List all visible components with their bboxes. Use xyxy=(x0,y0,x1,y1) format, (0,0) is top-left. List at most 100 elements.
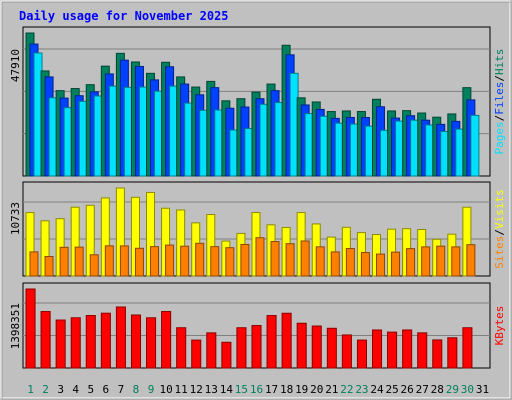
bar-kbytes-day-16 xyxy=(251,325,262,369)
legend-separator: / xyxy=(493,229,506,236)
bar-kbytes-day-23 xyxy=(356,339,367,369)
bar-sites-day-11 xyxy=(180,245,190,277)
bar-sites-day-24 xyxy=(375,253,385,277)
bar-kbytes-day-27 xyxy=(417,332,428,369)
x-axis-labels: 1 2 3 4 5 6 7 8 9 10 11 12 13 14 15 16 17 18 19 20 21 22 23 24 2… xyxy=(27,383,489,396)
legend-pages: Pages xyxy=(493,121,506,154)
x-tick-label-20: 20 xyxy=(310,383,323,396)
bar-sites-day-28 xyxy=(436,245,446,277)
bar-kbytes-day-30 xyxy=(462,327,473,369)
panel-max-label: 47910 xyxy=(9,49,22,82)
x-tick-label-2: 2 xyxy=(42,383,49,396)
x-tick-label-21: 21 xyxy=(325,383,338,396)
x-tick-label-8: 8 xyxy=(133,383,140,396)
panel-legend: KBytes xyxy=(493,306,506,346)
bar-sites-day-4 xyxy=(74,246,84,277)
x-tick-label-4: 4 xyxy=(72,383,79,396)
x-tick-label-16: 16 xyxy=(250,383,263,396)
legend-separator: / xyxy=(493,75,506,82)
x-tick-label-31: 31 xyxy=(476,383,489,396)
panel-kbytes: 1398351 KBytes xyxy=(9,282,506,369)
bar-sites-day-27 xyxy=(421,246,431,277)
bar-sites-day-6 xyxy=(104,245,114,277)
bar-kbytes-day-21 xyxy=(326,327,337,369)
bar-sites-day-26 xyxy=(406,248,416,277)
bar-sites-day-5 xyxy=(89,254,99,277)
x-tick-label-6: 6 xyxy=(103,383,110,396)
bar-kbytes-day-7 xyxy=(115,306,126,369)
bar-sites-day-19 xyxy=(300,240,310,277)
panel-legend: Sites/Visits xyxy=(493,189,506,269)
bar-kbytes-day-15 xyxy=(236,327,247,369)
bar-kbytes-day-14 xyxy=(221,341,232,369)
bar-pages-day-30 xyxy=(470,114,480,177)
x-tick-label-7: 7 xyxy=(118,383,125,396)
bar-kbytes-day-24 xyxy=(371,329,383,369)
bar-sites-day-2 xyxy=(44,255,54,277)
bar-kbytes-day-13 xyxy=(206,332,217,369)
x-tick-label-3: 3 xyxy=(57,383,64,396)
x-tick-label-10: 10 xyxy=(159,383,172,396)
bar-sites-day-18 xyxy=(285,243,295,277)
x-tick-label-1: 1 xyxy=(27,383,34,396)
bar-kbytes-day-19 xyxy=(296,322,307,369)
x-tick-label-19: 19 xyxy=(295,383,308,396)
legend-separator: / xyxy=(493,115,506,122)
bar-kbytes-day-18 xyxy=(281,312,292,369)
legend-hits: Hits xyxy=(493,49,506,76)
bar-kbytes-day-12 xyxy=(191,339,202,369)
panel-max-label: 10733 xyxy=(9,202,22,235)
bar-sites-day-29 xyxy=(451,246,461,277)
x-tick-label-15: 15 xyxy=(235,383,248,396)
bar-kbytes-day-28 xyxy=(432,339,443,369)
x-tick-label-29: 29 xyxy=(446,383,459,396)
bar-kbytes-day-5 xyxy=(85,315,96,369)
x-tick-label-12: 12 xyxy=(190,383,203,396)
x-tick-label-13: 13 xyxy=(205,383,218,396)
bar-sites-day-12 xyxy=(195,242,205,277)
bar-kbytes-day-3 xyxy=(55,319,66,369)
x-tick-label-11: 11 xyxy=(175,383,188,396)
legend-files: Files xyxy=(493,82,506,115)
x-tick-label-23: 23 xyxy=(355,383,368,396)
x-tick-label-17: 17 xyxy=(265,383,278,396)
bar-kbytes-day-26 xyxy=(402,329,413,369)
x-tick-label-28: 28 xyxy=(431,383,444,396)
bar-kbytes-day-17 xyxy=(266,315,277,369)
bar-kbytes-day-9 xyxy=(146,317,157,369)
bar-sites-day-15 xyxy=(240,243,250,277)
bar-sites-day-30 xyxy=(466,244,476,277)
x-tick-label-5: 5 xyxy=(87,383,94,396)
bar-sites-day-21 xyxy=(330,251,340,277)
legend-sites: Sites xyxy=(493,236,506,269)
bar-sites-day-20 xyxy=(315,246,325,277)
bar-kbytes-day-1 xyxy=(25,288,36,369)
bar-sites-day-10 xyxy=(165,244,175,277)
bar-sites-day-13 xyxy=(210,246,220,277)
x-tick-label-9: 9 xyxy=(148,383,155,396)
bar-kbytes-day-25 xyxy=(387,331,398,369)
bar-kbytes-day-8 xyxy=(130,314,142,369)
bar-kbytes-day-22 xyxy=(341,334,352,369)
chart-panels: 47910Pages/Files/Hits10733Sites/Visits13… xyxy=(9,26,506,369)
x-tick-label-18: 18 xyxy=(280,383,293,396)
bar-sites-day-17 xyxy=(270,241,280,277)
bar-kbytes-day-6 xyxy=(100,312,111,369)
bar-sites-day-9 xyxy=(150,246,160,277)
x-tick-label-22: 22 xyxy=(340,383,353,396)
panel-legend: Pages/Files/Hits xyxy=(493,49,506,155)
chart-title: Daily usage for November 2025 xyxy=(19,9,229,23)
bar-kbytes-day-29 xyxy=(447,337,458,369)
bar-sites-day-7 xyxy=(119,245,129,277)
bar-kbytes-day-20 xyxy=(311,325,322,369)
x-tick-label-25: 25 xyxy=(385,383,398,396)
bar-sites-day-14 xyxy=(225,247,235,277)
panel-visits-sites: 10733 Sites/Visits xyxy=(9,181,506,277)
bar-sites-day-25 xyxy=(391,251,401,277)
bar-sites-day-1 xyxy=(29,251,39,277)
x-tick-label-24: 24 xyxy=(370,383,384,396)
